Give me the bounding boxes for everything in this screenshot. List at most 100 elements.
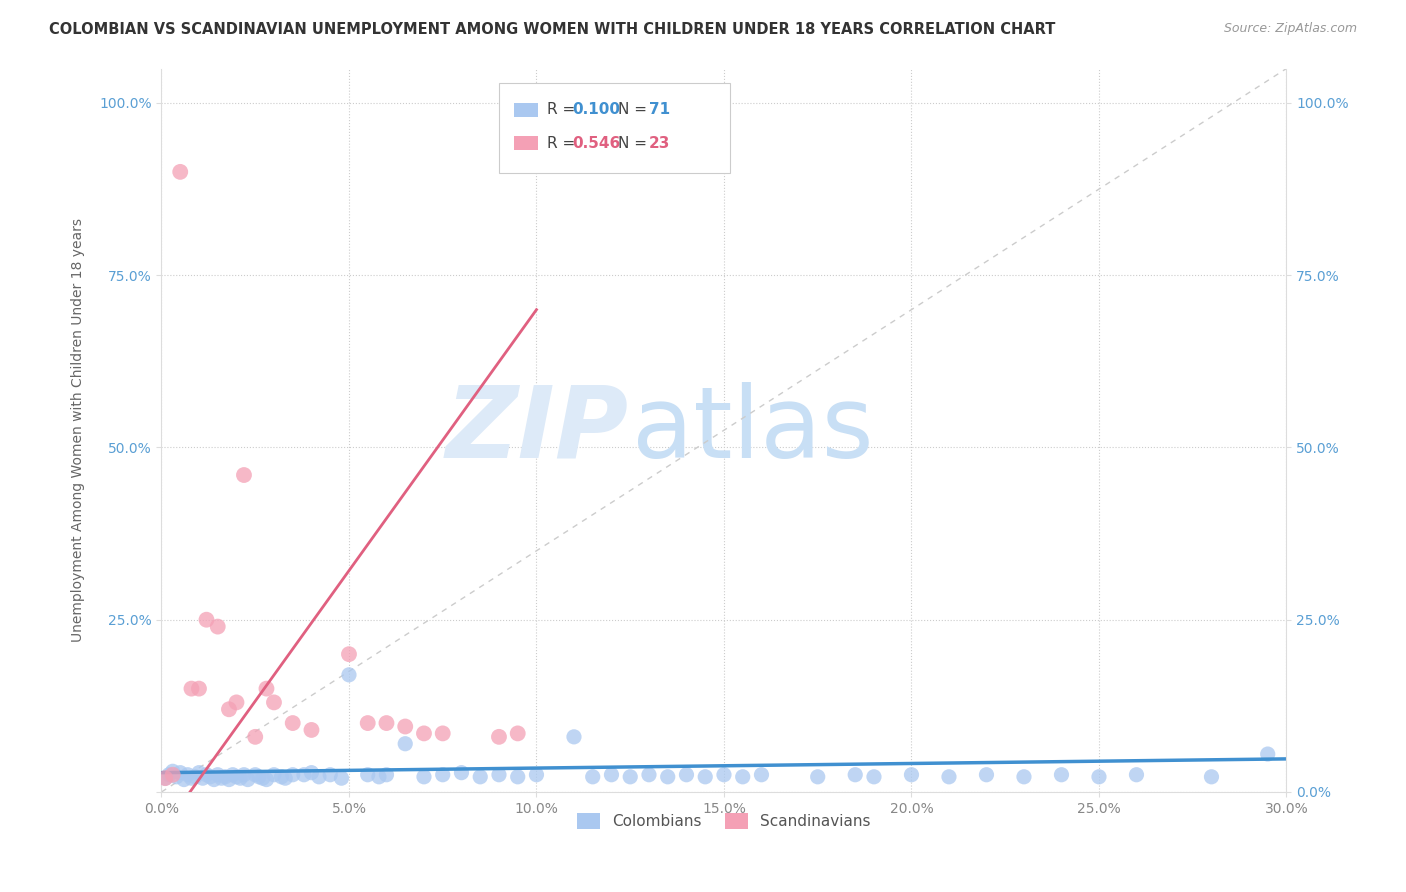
Text: Source: ZipAtlas.com: Source: ZipAtlas.com: [1223, 22, 1357, 36]
Text: N =: N =: [619, 103, 652, 117]
Point: [202, 772, 225, 787]
Text: R =: R =: [547, 103, 581, 117]
Point: [218, 702, 240, 716]
Point: [319, 768, 342, 782]
Point: [233, 468, 256, 483]
Point: [233, 768, 256, 782]
Point: [731, 770, 754, 784]
Point: [263, 695, 285, 709]
Point: [188, 681, 211, 696]
Point: [394, 719, 416, 733]
Point: [638, 768, 661, 782]
Point: [188, 765, 211, 780]
Point: [301, 765, 323, 780]
Point: [155, 771, 177, 785]
Text: 0.100: 0.100: [572, 103, 620, 117]
Point: [368, 770, 391, 784]
Point: [506, 726, 529, 740]
Point: [218, 772, 240, 787]
Point: [488, 730, 510, 744]
Point: [413, 726, 436, 740]
Point: [207, 768, 229, 782]
Point: [337, 668, 360, 682]
Point: [413, 770, 436, 784]
Point: [256, 681, 278, 696]
Point: [191, 771, 214, 785]
Point: [169, 765, 191, 780]
Point: [807, 770, 830, 784]
Point: [184, 770, 207, 784]
FancyBboxPatch shape: [499, 83, 730, 173]
Point: [292, 768, 315, 782]
Text: R =: R =: [547, 136, 581, 151]
Point: [357, 768, 380, 782]
Point: [229, 771, 252, 785]
Point: [207, 619, 229, 633]
Point: [214, 770, 236, 784]
Point: [713, 768, 735, 782]
Point: [301, 723, 323, 737]
Point: [432, 726, 454, 740]
Point: [1201, 770, 1223, 784]
Point: [157, 768, 180, 782]
Point: [1012, 770, 1035, 784]
Point: [256, 772, 278, 787]
Point: [225, 695, 247, 709]
Y-axis label: Unemployment Among Women with Children Under 18 years: Unemployment Among Women with Children U…: [72, 219, 86, 642]
Point: [225, 770, 247, 784]
Point: [308, 770, 330, 784]
Point: [270, 770, 292, 784]
Point: [195, 768, 218, 782]
Point: [162, 764, 184, 779]
Point: [245, 768, 267, 782]
Point: [751, 768, 773, 782]
Point: [488, 768, 510, 782]
Text: 0.546: 0.546: [572, 136, 620, 151]
Point: [506, 770, 529, 784]
Point: [600, 768, 623, 782]
Point: [236, 772, 259, 787]
Point: [337, 647, 360, 661]
Point: [162, 768, 184, 782]
Legend: Colombians, Scandinavians: Colombians, Scandinavians: [571, 806, 877, 835]
Point: [169, 165, 191, 179]
Point: [582, 770, 605, 784]
Point: [1125, 768, 1147, 782]
Text: 71: 71: [648, 103, 669, 117]
Text: N =: N =: [619, 136, 652, 151]
Point: [863, 770, 886, 784]
Point: [450, 765, 472, 780]
Point: [619, 770, 641, 784]
Point: [200, 770, 222, 784]
Point: [173, 772, 195, 787]
FancyBboxPatch shape: [513, 103, 538, 117]
Point: [844, 768, 866, 782]
FancyBboxPatch shape: [513, 136, 538, 150]
Point: [281, 716, 304, 731]
Text: 23: 23: [648, 136, 671, 151]
Point: [470, 770, 492, 784]
Point: [330, 771, 353, 785]
Text: ZIP: ZIP: [446, 382, 628, 479]
Point: [900, 768, 922, 782]
Point: [180, 771, 202, 785]
Point: [155, 771, 177, 785]
Point: [695, 770, 717, 784]
Point: [281, 768, 304, 782]
Point: [1088, 770, 1111, 784]
Text: COLOMBIAN VS SCANDINAVIAN UNEMPLOYMENT AMONG WOMEN WITH CHILDREN UNDER 18 YEARS : COLOMBIAN VS SCANDINAVIAN UNEMPLOYMENT A…: [49, 22, 1056, 37]
Point: [938, 770, 960, 784]
Point: [263, 768, 285, 782]
Point: [166, 770, 188, 784]
Point: [245, 730, 267, 744]
Point: [357, 716, 380, 731]
Point: [1257, 747, 1279, 761]
Point: [252, 771, 274, 785]
Point: [432, 768, 454, 782]
Point: [247, 770, 270, 784]
Point: [222, 768, 245, 782]
Point: [976, 768, 998, 782]
Point: [657, 770, 679, 784]
Point: [1050, 768, 1073, 782]
Point: [375, 768, 398, 782]
